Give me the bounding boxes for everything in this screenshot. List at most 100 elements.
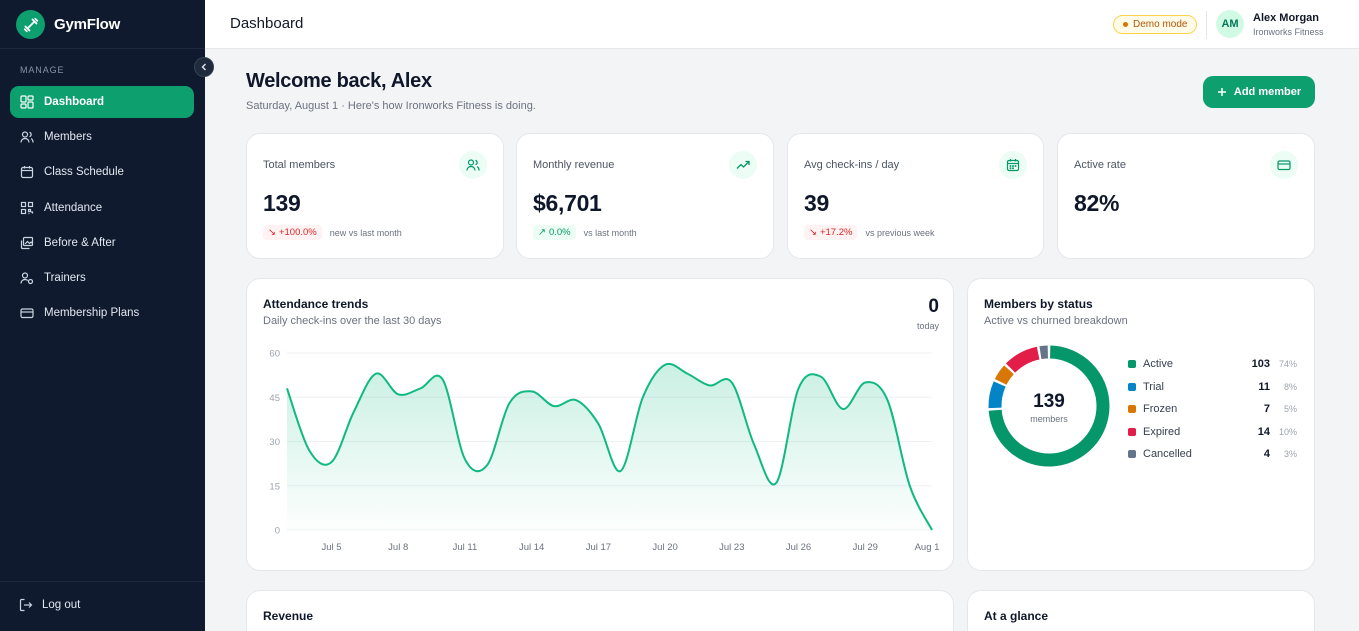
- legend-row: Frozen 7 5%: [1128, 398, 1298, 421]
- sidebar-item-label: Before & After: [44, 236, 116, 249]
- section-label: MANAGE: [20, 65, 65, 75]
- arrow-down-right-icon: ↘: [268, 227, 276, 238]
- legend-row: Trial 11 8%: [1128, 376, 1298, 399]
- x-tick-label: Jul 29: [853, 542, 878, 553]
- donut-slice: [1039, 345, 1049, 360]
- legend-color-swatch: [1128, 450, 1136, 459]
- donut-slice: [988, 381, 1006, 409]
- legend-label: Cancelled: [1143, 448, 1192, 461]
- card-subtitle: Active vs churned breakdown: [984, 315, 1128, 327]
- legend-count: 103: [1251, 358, 1270, 371]
- dumbbell-icon: [16, 10, 45, 39]
- sidebar-item-before-after[interactable]: Before & After: [10, 227, 194, 259]
- donut-slice: [988, 345, 1110, 467]
- stat-card-total-members: Total members 139 ↘ +100.0% new vs last m…: [246, 133, 504, 259]
- delta-badge: ↘ +100.0%: [263, 225, 322, 240]
- sidebar: GymFlow MANAGE Dashboard Members Class S…: [0, 0, 205, 631]
- avatar[interactable]: AM: [1216, 10, 1244, 38]
- card-title: Revenue: [263, 609, 314, 623]
- status-legend: Active 103 74% Trial 11 8% Frozen 7 5% Expired 14 1…: [1128, 353, 1298, 466]
- sidebar-item-trainers[interactable]: Trainers: [10, 262, 194, 294]
- sidebar-item-membership-plans[interactable]: Membership Plans: [10, 297, 194, 329]
- attendance-trends-card: Attendance trends Daily check-ins over t…: [246, 278, 954, 571]
- revenue-card: Revenue: [246, 590, 954, 631]
- calendar-icon: [20, 166, 34, 179]
- legend-label: Frozen: [1143, 403, 1178, 416]
- sidebar-nav: Dashboard Members Class Schedule Attenda…: [10, 86, 194, 332]
- sidebar-item-dashboard[interactable]: Dashboard: [10, 86, 194, 118]
- y-tick-label: 60: [269, 349, 280, 360]
- x-tick-label: Aug 1: [915, 542, 940, 553]
- stat-label: Active rate: [1074, 159, 1126, 171]
- logout-icon: [19, 598, 33, 612]
- y-tick-label: 45: [269, 393, 280, 404]
- welcome-heading: Welcome back, Alex: [246, 70, 432, 92]
- legend-label: Expired: [1143, 425, 1181, 438]
- arrow-up-right-icon: ↗: [538, 227, 546, 238]
- delta-badge: ↘ +17.2%: [804, 225, 858, 240]
- collapse-sidebar-button[interactable]: [194, 57, 214, 77]
- legend-row: Expired 14 10%: [1128, 421, 1298, 444]
- sidebar-item-class-schedule[interactable]: Class Schedule: [10, 156, 194, 188]
- status-dot: [1123, 22, 1128, 27]
- brand[interactable]: GymFlow: [16, 10, 120, 39]
- donut-total: 139: [1033, 391, 1065, 412]
- stat-label: Avg check-ins / day: [804, 159, 900, 171]
- delta-note: vs last month: [583, 227, 637, 238]
- sidebar-divider: [0, 48, 205, 49]
- delta-note: new vs last month: [329, 227, 402, 238]
- stat-label: Total members: [263, 159, 336, 171]
- legend-count: 4: [1263, 448, 1270, 461]
- card-title: Members by status: [984, 297, 1093, 311]
- sidebar-item-label: Attendance: [44, 201, 103, 214]
- sidebar-item-label: Dashboard: [44, 96, 105, 108]
- brand-name: GymFlow: [54, 16, 121, 33]
- stat-value: 139: [263, 190, 301, 216]
- donut-slice: [1005, 346, 1040, 373]
- x-tick-label: Jul 20: [652, 542, 677, 553]
- demo-mode-label: Demo mode: [1133, 19, 1188, 30]
- legend-count: 11: [1258, 380, 1270, 393]
- sidebar-item-label: Class Schedule: [44, 166, 124, 179]
- welcome-subtitle: Saturday, August 1 · Here's how Ironwork…: [246, 100, 536, 112]
- stat-delta: ↘ +100.0% new vs last month: [263, 225, 402, 240]
- delta-note: vs previous week: [865, 227, 935, 238]
- card-title: At a glance: [984, 609, 1049, 623]
- stat-delta: ↘ +17.2% vs previous week: [804, 225, 935, 240]
- delta-value: +100.0%: [278, 227, 317, 238]
- attendance-line: [286, 362, 933, 531]
- sidebar-divider: [0, 581, 205, 582]
- legend-color-swatch: [1128, 360, 1136, 369]
- y-tick-label: 0: [275, 526, 280, 537]
- add-member-button[interactable]: Add member: [1203, 76, 1315, 108]
- today-checkins-value: 0: [928, 296, 939, 317]
- sidebar-item-members[interactable]: Members: [10, 121, 194, 153]
- donut-slice: [994, 365, 1014, 385]
- legend-row: Cancelled 4 3%: [1128, 443, 1298, 466]
- members-by-status-card: Members by status Active vs churned brea…: [967, 278, 1315, 571]
- delta-value: 0.0%: [548, 227, 571, 238]
- legend-label: Trial: [1143, 380, 1164, 393]
- legend-color-swatch: [1128, 427, 1136, 436]
- user-name[interactable]: Alex Morgan: [1253, 12, 1320, 24]
- legend-count: 7: [1263, 403, 1270, 416]
- logout-button[interactable]: Log out: [19, 598, 80, 612]
- legend-count: 14: [1257, 425, 1270, 438]
- stat-card-monthly-revenue: Monthly revenue $6,701 ↗ 0.0% vs last mon…: [516, 133, 774, 259]
- stat-value: $6,701: [533, 190, 602, 216]
- x-tick-label: Jul 17: [586, 542, 611, 553]
- images-icon: [20, 236, 34, 249]
- today-label: today: [916, 321, 939, 331]
- qr-code-icon: [20, 201, 34, 214]
- calendar-icon: [999, 151, 1027, 179]
- stat-delta: ↗ 0.0% vs last month: [533, 225, 637, 240]
- user-organization: Ironworks Fitness: [1253, 27, 1324, 37]
- chevron-left-icon: [201, 63, 206, 71]
- x-tick-label: Jul 8: [388, 542, 408, 553]
- card-subtitle: Daily check-ins over the last 30 days: [263, 315, 442, 327]
- users-icon: [459, 151, 487, 179]
- legend-label: Active: [1143, 358, 1173, 371]
- delta-badge: ↗ 0.0%: [533, 225, 576, 240]
- credit-card-icon: [20, 308, 34, 319]
- sidebar-item-attendance[interactable]: Attendance: [10, 192, 194, 224]
